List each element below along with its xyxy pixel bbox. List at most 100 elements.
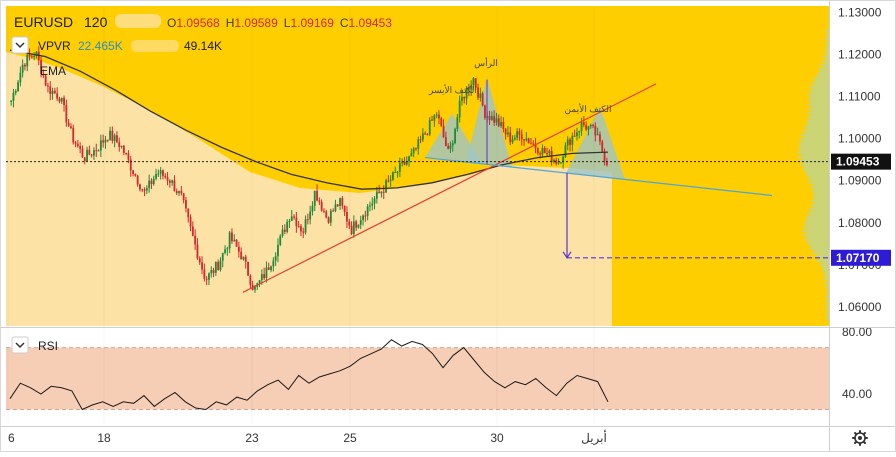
target-price-tag bbox=[831, 249, 891, 266]
time-tick: أبريل bbox=[581, 430, 607, 445]
volume-bar bbox=[819, 258, 829, 260]
high-value: 1.09589 bbox=[234, 16, 278, 30]
candle-body bbox=[42, 73, 45, 76]
candle-body bbox=[444, 137, 447, 146]
timeframe-label[interactable]: 120 bbox=[84, 14, 108, 30]
candle-body bbox=[175, 191, 178, 194]
volume-bar bbox=[828, 306, 829, 308]
volume-bar bbox=[819, 264, 829, 266]
time-tick: 23 bbox=[245, 431, 259, 445]
volume-bar bbox=[826, 276, 829, 278]
candle-body bbox=[458, 100, 461, 118]
candle-body bbox=[155, 174, 157, 179]
volume-bar bbox=[827, 284, 829, 286]
candle-body bbox=[428, 119, 431, 135]
candle-body bbox=[424, 133, 427, 135]
candle-body bbox=[125, 152, 128, 154]
volume-bar bbox=[824, 38, 829, 40]
candle-body bbox=[49, 86, 52, 94]
candle-body bbox=[566, 139, 569, 146]
candle-body bbox=[164, 175, 167, 178]
collapse-rsi-button[interactable] bbox=[11, 336, 29, 354]
candle-body bbox=[150, 180, 153, 185]
candle-body bbox=[288, 221, 291, 223]
volume-bar bbox=[811, 180, 829, 182]
volume-bar bbox=[800, 154, 829, 156]
volume-bar bbox=[824, 272, 829, 274]
candle-body bbox=[359, 220, 362, 225]
volume-bar bbox=[802, 158, 829, 160]
candle-body bbox=[235, 239, 238, 247]
low-label: L bbox=[284, 16, 291, 30]
candle-body bbox=[260, 274, 263, 281]
volume-bar bbox=[826, 58, 829, 60]
vpvr-value-total: 49.14K bbox=[184, 39, 222, 53]
symbol-label[interactable]: EURUSD bbox=[14, 14, 73, 30]
volume-bar bbox=[813, 184, 829, 186]
time-axis: 6 18 23 25 30 أبريل bbox=[7, 6, 607, 445]
candle-body bbox=[111, 130, 114, 141]
candle-body bbox=[127, 153, 130, 160]
volume-bar bbox=[804, 222, 829, 224]
candle-body bbox=[401, 161, 404, 163]
volume-bar bbox=[805, 132, 829, 134]
volume-bar bbox=[804, 238, 829, 240]
candle-body bbox=[559, 162, 562, 164]
candle-body bbox=[387, 180, 390, 182]
volume-bar bbox=[826, 318, 829, 320]
candle-body bbox=[244, 256, 247, 262]
left-shoulder-label: الكتف الأيسر bbox=[428, 84, 477, 96]
candle-body bbox=[281, 229, 284, 236]
ema-label[interactable]: EMA bbox=[40, 64, 66, 78]
candle-body bbox=[309, 211, 312, 220]
vpvr-label[interactable]: VPVR bbox=[38, 39, 71, 53]
candle-body bbox=[17, 82, 19, 91]
collapse-indicators-button[interactable] bbox=[11, 36, 29, 54]
price-tick: 1.12000 bbox=[838, 47, 882, 61]
candle-body bbox=[493, 116, 496, 123]
candle-body bbox=[14, 90, 17, 93]
volume-bar bbox=[813, 84, 829, 86]
candle-body bbox=[323, 210, 325, 212]
candle-body bbox=[53, 90, 56, 94]
candle-body bbox=[520, 134, 523, 140]
volume-bar bbox=[824, 286, 829, 288]
candle-body bbox=[504, 128, 507, 135]
candle-body bbox=[297, 226, 300, 228]
candle-body bbox=[481, 93, 484, 106]
candle-body bbox=[582, 122, 585, 125]
candle-body bbox=[136, 175, 139, 185]
candle-body bbox=[129, 159, 132, 171]
candle-body bbox=[44, 75, 47, 86]
candle-body bbox=[341, 198, 344, 206]
candle-body bbox=[178, 190, 180, 194]
gear-icon[interactable] bbox=[852, 430, 868, 446]
trendline bbox=[242, 83, 657, 293]
candle-body bbox=[371, 203, 374, 206]
volume-bar bbox=[826, 48, 829, 50]
volume-bar bbox=[823, 56, 829, 58]
volume-bar bbox=[828, 310, 829, 312]
candle-body bbox=[166, 177, 169, 181]
candle-body bbox=[265, 267, 268, 279]
candle-body bbox=[564, 145, 567, 157]
candle-body bbox=[477, 87, 479, 98]
volume-bar bbox=[797, 156, 829, 158]
candle-body bbox=[118, 142, 121, 147]
candle-body bbox=[88, 149, 91, 155]
volume-bar bbox=[812, 252, 829, 254]
candle-body bbox=[589, 125, 592, 127]
candle-body bbox=[293, 216, 295, 218]
volume-bar bbox=[806, 172, 829, 174]
volume-bar bbox=[807, 240, 829, 242]
candle-body bbox=[290, 216, 293, 222]
candle-body bbox=[306, 219, 309, 221]
rsi-label[interactable]: RSI bbox=[38, 339, 58, 353]
volume-bar bbox=[825, 308, 829, 310]
candle-body bbox=[139, 184, 141, 190]
candle-body bbox=[30, 56, 33, 58]
candle-body bbox=[525, 138, 528, 141]
volume-bar bbox=[802, 230, 829, 232]
volume-bar bbox=[811, 110, 829, 112]
